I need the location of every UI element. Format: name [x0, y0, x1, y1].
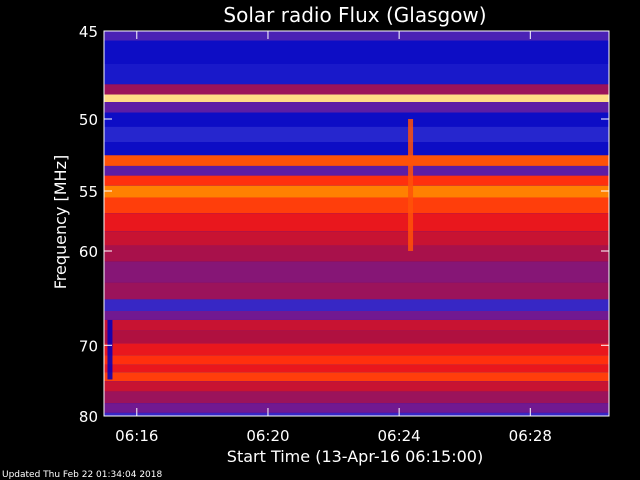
spectrum-band	[104, 40, 609, 64]
y-axis: 45 50 55 60 70 80	[79, 23, 609, 426]
spectrum-band	[104, 311, 609, 320]
spectrum-band	[104, 213, 609, 232]
spectrum-band	[104, 142, 609, 156]
spectrum-band	[104, 403, 609, 413]
spectrum-band	[104, 102, 609, 113]
x-tick-label: 06:16	[115, 427, 158, 445]
burst-event	[408, 119, 414, 251]
spectrum-band	[104, 391, 609, 404]
spectrum-band	[104, 343, 609, 356]
spectrum-band	[104, 112, 609, 127]
burst-event	[107, 319, 113, 380]
x-tick-label: 06:20	[246, 427, 289, 445]
spectrum-band	[104, 31, 609, 41]
x-tick-label: 06:24	[378, 427, 421, 445]
spectrum-band	[104, 197, 609, 214]
spectrum-band	[104, 231, 609, 246]
spectrum-band	[104, 63, 609, 85]
spectrum-band	[104, 364, 609, 373]
y-tick-label: 55	[79, 183, 98, 201]
chart-title: Solar radio Flux (Glasgow)	[223, 3, 486, 27]
spectrum-band	[104, 94, 609, 103]
spectrum-band	[104, 165, 609, 176]
plot-area	[103, 30, 610, 417]
spectrum-band	[104, 84, 609, 95]
spectrum-band	[104, 155, 609, 166]
spectrum-band	[104, 381, 609, 392]
y-tick-label: 45	[79, 23, 98, 41]
spectrum-band	[104, 330, 609, 344]
y-axis-label: Frequency [MHz]	[51, 155, 70, 289]
spectrum-band	[104, 412, 609, 416]
update-timestamp: Updated Thu Feb 22 01:34:04 2018	[2, 470, 163, 480]
x-tick-label: 06:28	[509, 427, 552, 445]
spectrum-band	[104, 355, 609, 365]
spectrum-band	[104, 372, 609, 382]
spectrum-band	[104, 185, 609, 198]
plot-frame	[103, 30, 610, 417]
spectrum-band	[104, 319, 609, 331]
spectrum-band	[104, 282, 609, 300]
spectrum-band	[104, 175, 609, 186]
y-tick-label: 50	[79, 111, 98, 129]
spectrum-band	[104, 245, 609, 262]
y-tick-label: 70	[79, 337, 98, 355]
x-axis-label: Start Time (13-Apr-16 06:15:00)	[227, 447, 483, 466]
spectrum-band	[104, 299, 609, 311]
spectrum-band	[104, 126, 609, 143]
spectrum-band	[104, 261, 609, 283]
x-axis: 06:16 06:20 06:24 06:28	[115, 31, 552, 445]
y-tick-label: 60	[79, 243, 98, 261]
y-tick-label: 80	[79, 408, 98, 426]
